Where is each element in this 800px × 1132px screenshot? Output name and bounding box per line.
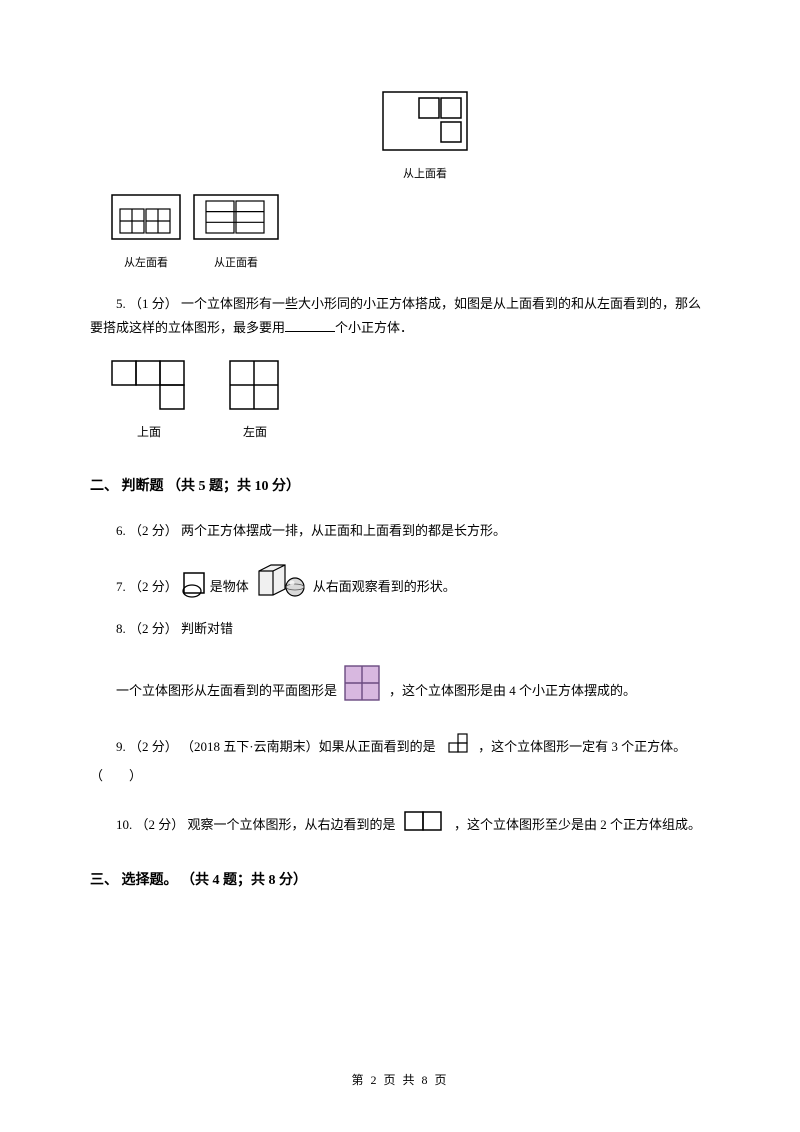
section3-heading: 三、 选择题。 （共 4 题；共 8 分） [90,868,710,895]
q7-text: 7. （2 分） 是物体 从右面观察看到的形状。 [90,561,710,599]
q10-text: 10. （2 分） 观察一个立体图形，从右边看到的是 ，这个立体图形至少是由 2… [90,810,710,838]
q4-figures: 从上面看 从左面看 从正面 [110,90,710,274]
q7-mid: 是物体 [210,575,249,600]
q7-post: 从右面观察看到的形状。 [313,575,456,600]
q8-line1: 8. （2 分） 判断对错 [90,617,710,642]
q7-shape1 [180,569,208,599]
q4-left-label: 从左面看 [124,253,168,274]
q4-front-view: 从正面看 [192,193,280,274]
q7-pre: 7. （2 分） [116,575,178,600]
q8-post: ，这个立体图形是由 4 个小正方体摆成的。 [389,679,636,704]
q4-left-svg [110,193,182,251]
q5-text: 5. （1 分） 一个立体图形有一些大小形同的小正方体搭成，如图是从上面看到的和… [90,292,710,341]
q5-left-svg [228,359,282,411]
q4-left-view: 从左面看 [110,193,182,274]
q9-pre: 9. （2 分） （2018 五下·云南期末）如果从正面看到的是 [116,739,436,754]
q4-front-svg [192,193,280,251]
q5-left-label: 左面 [243,421,267,444]
q9-post: ，这个立体图形一定有 3 个正方体。 [478,739,686,754]
q5-top-svg [110,359,188,411]
q10-post: ，这个立体图形至少是由 2 个正方体组成。 [454,817,701,832]
q4-top-label: 从上面看 [403,164,447,185]
q10-pre: 10. （2 分） 观察一个立体图形，从右边看到的是 [116,817,396,832]
q5-suf: 个小正方体． [335,320,413,335]
page-footer: 第 2 页 共 8 页 [0,1069,800,1092]
q8-line2: 一个立体图形从左面看到的平面图形是 ，这个立体图形是由 4 个小正方体摆成的。 [90,664,710,704]
q5-top-label: 上面 [137,421,161,444]
q9-shape [442,732,472,754]
q7-shape2 [253,561,309,599]
q6-text: 6. （2 分） 两个正方体摆成一排，从正面和上面看到的都是长方形。 [90,519,710,544]
q4-top-view: 从上面看 [140,90,710,185]
q4-top-svg [381,90,469,162]
q5-left-view: 左面 [228,359,282,444]
q4-front-label: 从正面看 [214,253,258,274]
q10-shape [403,810,447,832]
q5-top-view: 上面 [110,359,188,444]
q5-figures: 上面 左面 [110,359,710,444]
q9-text: 9. （2 分） （2018 五下·云南期末）如果从正面看到的是 ，这个立体图形… [90,732,710,760]
q9-paren: （ ） [90,764,710,789]
q8-grid [343,664,383,704]
section2-heading: 二、 判断题 （共 5 题；共 10 分） [90,474,710,501]
q8-pre: 一个立体图形从左面看到的平面图形是 [116,679,337,704]
q5-blank[interactable] [285,321,335,333]
